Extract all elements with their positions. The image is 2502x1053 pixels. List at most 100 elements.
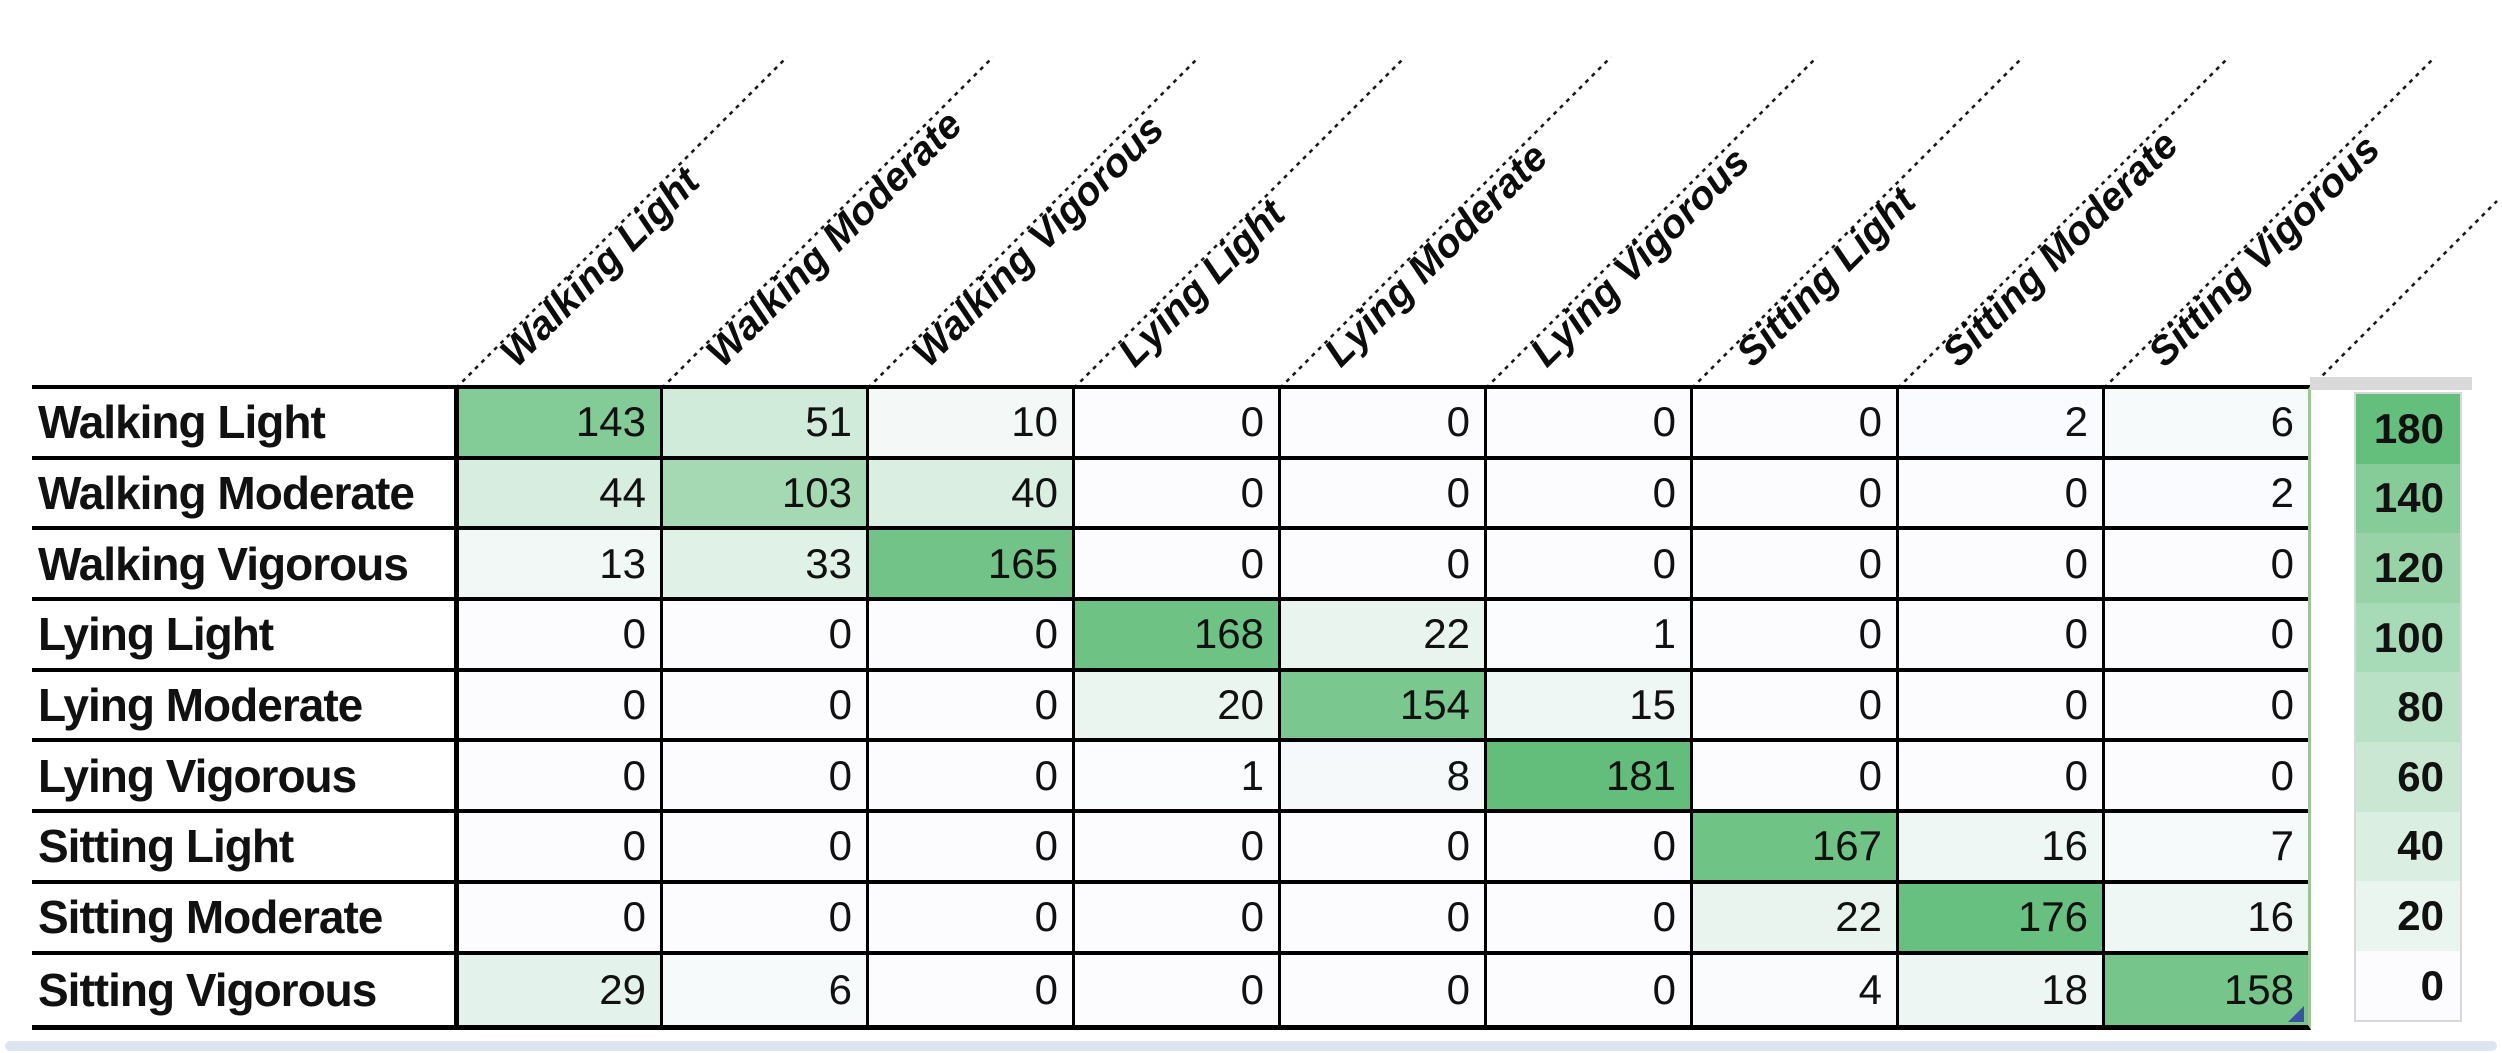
matrix-cell[interactable]: 0 <box>866 671 1072 743</box>
column-header-lying-vigorous[interactable]: Lying Vigorous <box>1522 139 1758 376</box>
matrix-cell[interactable]: 0 <box>1690 671 1896 743</box>
row-header-lying-vigorous[interactable]: Lying Vigorous <box>32 742 454 814</box>
matrix-cell[interactable]: 0 <box>2102 601 2308 672</box>
matrix-cell[interactable]: 0 <box>1484 883 1690 955</box>
row-header-sitting-vigorous[interactable]: Sitting Vigorous <box>32 954 454 1026</box>
matrix-cell[interactable]: 0 <box>866 883 1072 955</box>
matrix-cell[interactable]: 168 <box>1072 601 1278 672</box>
row-header-walking-light[interactable]: Walking Light <box>32 389 454 460</box>
matrix-cell[interactable]: 165 <box>866 530 1072 602</box>
row-header-walking-vigorous[interactable]: Walking Vigorous <box>32 530 454 602</box>
row-header-lying-light[interactable]: Lying Light <box>32 601 454 672</box>
matrix-cell[interactable]: 143 <box>454 389 660 460</box>
matrix-cell[interactable]: 7 <box>2102 813 2308 884</box>
matrix-cell[interactable]: 0 <box>1484 389 1690 460</box>
legend-cell[interactable]: 120 <box>2356 533 2460 603</box>
matrix-cell[interactable]: 40 <box>866 459 1072 531</box>
matrix-cell[interactable]: 0 <box>1484 954 1690 1026</box>
matrix-cell[interactable]: 0 <box>1072 883 1278 955</box>
matrix-cell[interactable]: 0 <box>660 742 866 814</box>
row-header-sitting-moderate[interactable]: Sitting Moderate <box>32 883 454 955</box>
matrix-cell[interactable]: 0 <box>1072 530 1278 602</box>
row-header-walking-moderate[interactable]: Walking Moderate <box>32 459 454 531</box>
matrix-cell[interactable]: 0 <box>1896 601 2102 672</box>
row-header-lying-moderate[interactable]: Lying Moderate <box>32 671 454 743</box>
matrix-cell[interactable]: 0 <box>660 813 866 884</box>
matrix-cell[interactable]: 20 <box>1072 671 1278 743</box>
matrix-cell[interactable]: 0 <box>1896 459 2102 531</box>
matrix-cell[interactable]: 51 <box>660 389 866 460</box>
legend-cell[interactable]: 180 <box>2356 394 2460 464</box>
matrix-cell[interactable]: 0 <box>1072 813 1278 884</box>
matrix-cell[interactable]: 0 <box>1278 459 1484 531</box>
matrix-cell[interactable]: 22 <box>1690 883 1896 955</box>
matrix-cell[interactable]: 0 <box>1278 389 1484 460</box>
matrix-cell[interactable]: 33 <box>660 530 866 602</box>
matrix-cell[interactable]: 0 <box>1690 742 1896 814</box>
matrix-cell[interactable]: 0 <box>1278 813 1484 884</box>
matrix-cell[interactable]: 0 <box>454 601 660 672</box>
matrix-cell[interactable]: 8 <box>1278 742 1484 814</box>
matrix-cell[interactable]: 0 <box>454 742 660 814</box>
matrix-cell[interactable]: 0 <box>866 601 1072 672</box>
matrix-cell[interactable]: 0 <box>1278 954 1484 1026</box>
matrix-cell[interactable]: 10 <box>866 389 1072 460</box>
matrix-cell[interactable]: 0 <box>660 601 866 672</box>
matrix-cell[interactable]: 0 <box>454 813 660 884</box>
matrix-cell[interactable]: 0 <box>1896 742 2102 814</box>
legend-cell[interactable]: 20 <box>2356 881 2460 951</box>
matrix-cell[interactable]: 16 <box>2102 883 2308 955</box>
matrix-cell[interactable]: 0 <box>1690 459 1896 531</box>
matrix-cell[interactable]: 176 <box>1896 883 2102 955</box>
matrix-cell[interactable]: 0 <box>1278 883 1484 955</box>
matrix-cell[interactable]: 4 <box>1690 954 1896 1026</box>
matrix-cell[interactable]: 6 <box>660 954 866 1026</box>
matrix-cell[interactable]: 0 <box>1690 601 1896 672</box>
legend-cell[interactable]: 60 <box>2356 741 2460 812</box>
matrix-cell[interactable]: 0 <box>866 954 1072 1026</box>
matrix-cell[interactable]: 154 <box>1278 671 1484 743</box>
matrix-cell[interactable]: 0 <box>1072 954 1278 1026</box>
matrix-cell[interactable]: 1 <box>1484 601 1690 672</box>
matrix-cell[interactable]: 44 <box>454 459 660 531</box>
matrix-cell[interactable]: 0 <box>1484 813 1690 884</box>
matrix-cell[interactable]: 0 <box>1690 530 1896 602</box>
column-header-walking-light[interactable]: Walking Light <box>492 159 709 376</box>
legend-cell[interactable]: 80 <box>2356 672 2460 742</box>
matrix-cell[interactable]: 0 <box>1072 459 1278 531</box>
matrix-cell[interactable]: 167 <box>1690 813 1896 884</box>
column-header-lying-light[interactable]: Lying Light <box>1110 191 1294 376</box>
matrix-cell[interactable]: 18 <box>1896 954 2102 1026</box>
matrix-cell[interactable]: 0 <box>1278 530 1484 602</box>
matrix-cell[interactable]: 0 <box>866 813 1072 884</box>
legend-cell[interactable]: 40 <box>2356 811 2460 882</box>
matrix-cell[interactable]: 13 <box>454 530 660 602</box>
legend-cell[interactable]: 100 <box>2356 602 2460 673</box>
matrix-cell[interactable]: 0 <box>1484 459 1690 531</box>
matrix-cell[interactable]: 1 <box>1072 742 1278 814</box>
matrix-cell[interactable]: 2 <box>2102 459 2308 531</box>
legend-cell[interactable]: 0 <box>2356 950 2460 1021</box>
matrix-cell[interactable]: 0 <box>660 883 866 955</box>
matrix-cell[interactable]: 0 <box>454 883 660 955</box>
column-header-sitting-light[interactable]: Sitting Light <box>1728 179 1925 376</box>
matrix-cell[interactable]: 181 <box>1484 742 1690 814</box>
matrix-cell[interactable]: 103 <box>660 459 866 531</box>
legend-cell[interactable]: 140 <box>2356 463 2460 534</box>
matrix-cell[interactable]: 22 <box>1278 601 1484 672</box>
matrix-cell[interactable]: 0 <box>2102 742 2308 814</box>
matrix-cell[interactable]: 29 <box>454 954 660 1026</box>
row-header-sitting-light[interactable]: Sitting Light <box>32 813 454 884</box>
matrix-cell[interactable]: 0 <box>2102 530 2308 602</box>
matrix-cell[interactable]: 16 <box>1896 813 2102 884</box>
matrix-cell[interactable]: 0 <box>2102 671 2308 743</box>
matrix-cell[interactable]: 0 <box>1072 389 1278 460</box>
matrix-cell[interactable]: 6 <box>2102 389 2308 460</box>
matrix-cell[interactable]: 0 <box>1896 530 2102 602</box>
matrix-cell[interactable]: 0 <box>454 671 660 743</box>
matrix-cell[interactable]: 15 <box>1484 671 1690 743</box>
matrix-cell[interactable]: 0 <box>1896 671 2102 743</box>
matrix-cell[interactable]: 0 <box>866 742 1072 814</box>
matrix-cell[interactable]: 2 <box>1896 389 2102 460</box>
matrix-cell[interactable]: 0 <box>660 671 866 743</box>
